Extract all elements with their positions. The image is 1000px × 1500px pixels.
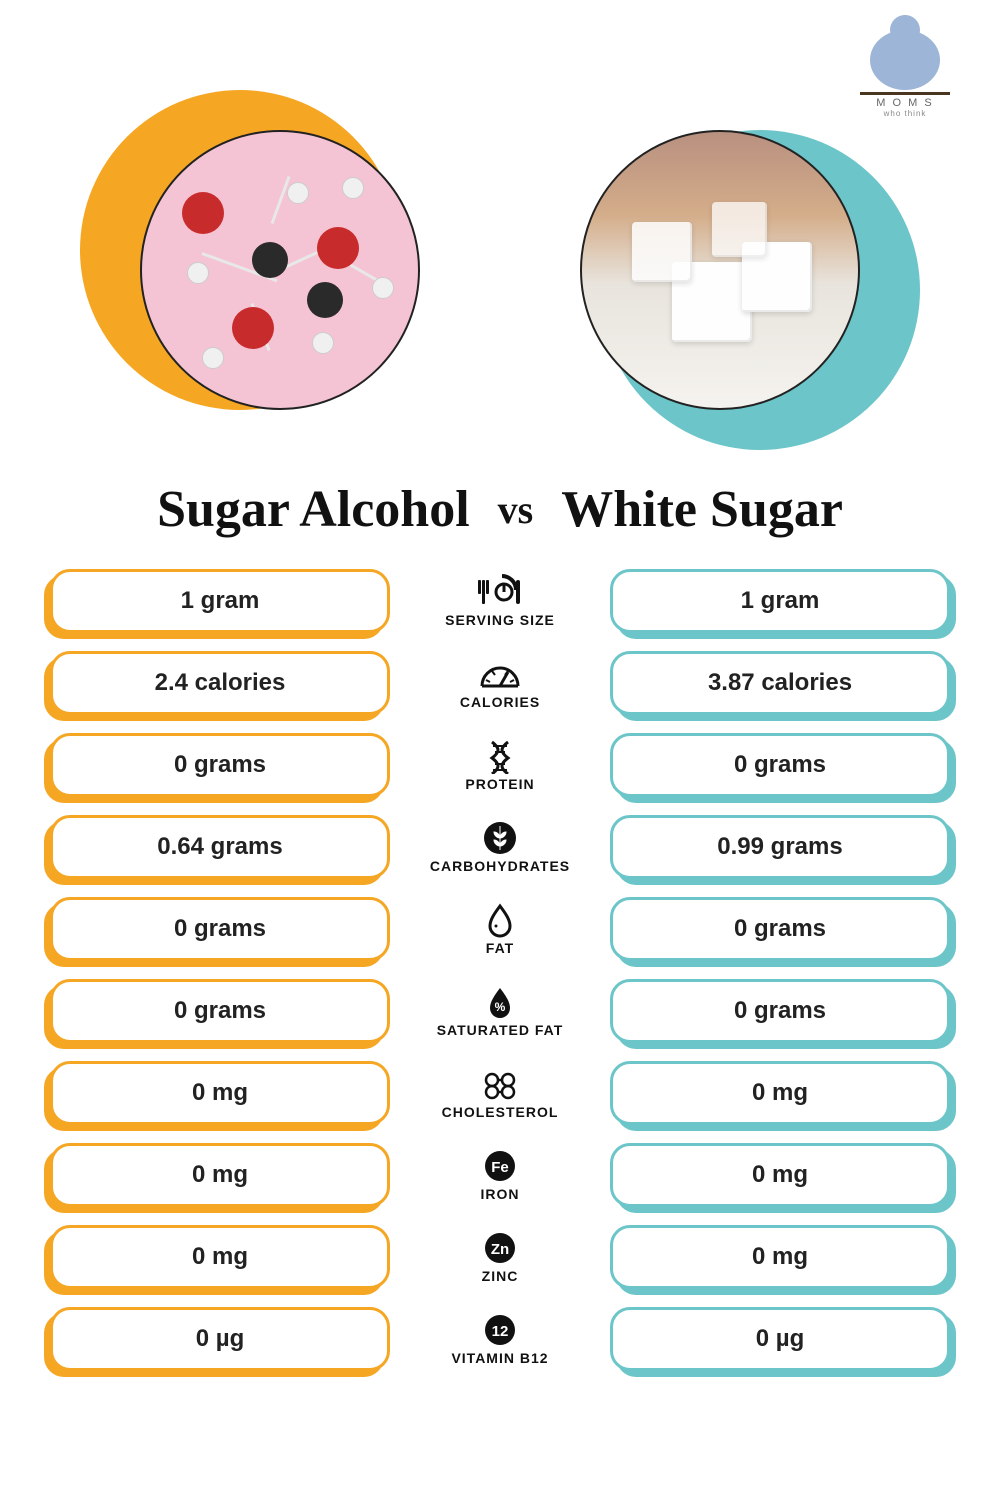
drop-icon	[478, 902, 522, 938]
row-label: FAT	[486, 940, 514, 956]
molecule-icon	[478, 1066, 522, 1102]
comparison-row: 0 mg CHOLESTEROL 0 mg	[50, 1061, 950, 1125]
comparison-row: 0.64 grams CARBOHYDRATES 0.99 grams	[50, 815, 950, 879]
row-center: 12 VITAMIN B12	[400, 1312, 600, 1366]
left-value: 0.64 grams	[50, 815, 390, 879]
row-label: CALORIES	[460, 694, 540, 710]
right-value: 3.87 calories	[610, 651, 950, 715]
comparison-row: 1 gram SERVING SIZE 1 gram	[50, 569, 950, 633]
bird-icon	[870, 30, 940, 90]
right-value: 0 mg	[610, 1061, 950, 1125]
row-label: ZINC	[482, 1268, 519, 1284]
row-center: CALORIES	[400, 656, 600, 710]
logo-line2: who think	[884, 109, 927, 118]
comparison-row: 0 grams % SATURATED FAT 0 grams	[50, 979, 950, 1043]
left-value: 0 grams	[50, 897, 390, 961]
row-center: CARBOHYDRATES	[400, 820, 600, 874]
row-center: Fe IRON	[400, 1148, 600, 1202]
comparison-row: 0 µg 12 VITAMIN B12 0 µg	[50, 1307, 950, 1371]
left-value: 0 mg	[50, 1225, 390, 1289]
dropfill-icon: %	[478, 984, 522, 1020]
row-label: CHOLESTEROL	[442, 1104, 559, 1120]
row-label: VITAMIN B12	[451, 1350, 548, 1366]
row-label: IRON	[481, 1186, 520, 1202]
svg-text:Zn: Zn	[491, 1241, 509, 1258]
serving-icon	[478, 574, 522, 610]
white-sugar-photo	[580, 130, 860, 410]
title-row: Sugar Alcohol vs White Sugar	[0, 470, 1000, 569]
svg-text:12: 12	[492, 1323, 509, 1340]
dna-icon	[478, 738, 522, 774]
left-title: Sugar Alcohol	[157, 480, 470, 539]
zn-icon: Zn	[478, 1230, 522, 1266]
right-value: 0 grams	[610, 733, 950, 797]
row-center: SERVING SIZE	[400, 574, 600, 628]
left-image-wrap	[110, 100, 450, 440]
right-value: 0 mg	[610, 1143, 950, 1207]
comparison-row: 0 mg Fe IRON 0 mg	[50, 1143, 950, 1207]
right-image-wrap	[550, 100, 890, 440]
row-center: Zn ZINC	[400, 1230, 600, 1284]
svg-text:Fe: Fe	[491, 1159, 509, 1176]
row-label: SERVING SIZE	[445, 612, 555, 628]
row-label: PROTEIN	[465, 776, 534, 792]
right-value: 1 gram	[610, 569, 950, 633]
row-center: PROTEIN	[400, 738, 600, 792]
right-value: 0 grams	[610, 979, 950, 1043]
right-value: 0 mg	[610, 1225, 950, 1289]
fe-icon: Fe	[478, 1148, 522, 1184]
row-center: FAT	[400, 902, 600, 956]
row-center: CHOLESTEROL	[400, 1066, 600, 1120]
row-label: CARBOHYDRATES	[430, 858, 570, 874]
comparison-rows: 1 gram SERVING SIZE 1 gram 2.4 calories …	[0, 569, 1000, 1371]
left-value: 0 µg	[50, 1307, 390, 1371]
left-value: 0 mg	[50, 1061, 390, 1125]
gauge-icon	[478, 656, 522, 692]
svg-text:%: %	[495, 1000, 506, 1014]
comparison-row: 2.4 calories CALORIES 3.87 calories	[50, 651, 950, 715]
row-center: % SATURATED FAT	[400, 984, 600, 1038]
comparison-row: 0 grams PROTEIN 0 grams	[50, 733, 950, 797]
right-title: White Sugar	[561, 480, 843, 539]
wheat-icon	[478, 820, 522, 856]
left-value: 0 grams	[50, 733, 390, 797]
left-value: 2.4 calories	[50, 651, 390, 715]
comparison-row: 0 grams FAT 0 grams	[50, 897, 950, 961]
right-value: 0.99 grams	[610, 815, 950, 879]
left-value: 0 grams	[50, 979, 390, 1043]
branch-icon	[860, 92, 950, 95]
sugar-alcohol-photo	[140, 130, 420, 410]
left-value: 0 mg	[50, 1143, 390, 1207]
row-label: SATURATED FAT	[437, 1022, 564, 1038]
comparison-row: 0 mg Zn ZINC 0 mg	[50, 1225, 950, 1289]
vs-label: vs	[498, 486, 534, 533]
left-value: 1 gram	[50, 569, 390, 633]
right-value: 0 µg	[610, 1307, 950, 1371]
b12-icon: 12	[478, 1312, 522, 1348]
right-value: 0 grams	[610, 897, 950, 961]
